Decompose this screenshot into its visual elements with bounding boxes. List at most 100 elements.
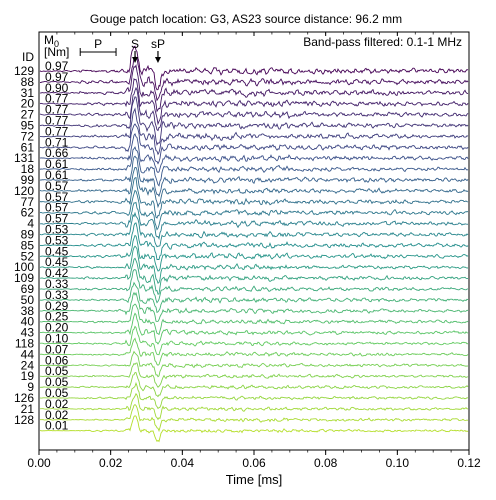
traces-layer	[39, 45, 469, 443]
trace-id-label: 129	[14, 64, 34, 78]
waveform-trace	[39, 269, 469, 304]
p-marker-label: P	[94, 37, 102, 51]
trace-m0-label: 0.77	[45, 114, 69, 128]
trace-m0-label: 0.66	[45, 146, 69, 160]
waveform-trace	[39, 64, 469, 113]
m0-unit-header: [Nm]	[44, 45, 69, 59]
trace-m0-label: 0.77	[45, 124, 69, 138]
waveform-trace	[39, 312, 469, 345]
trace-m0-label: 0.20	[45, 321, 69, 335]
trace-m0-label: 0.01	[45, 419, 69, 433]
m0-header: M0	[44, 33, 59, 49]
waveform-trace	[39, 123, 469, 165]
trace-m0-label: 0.77	[45, 103, 69, 117]
waveform-trace	[39, 281, 469, 314]
x-tick-label: 0.04	[171, 456, 195, 470]
waveform-trace	[39, 96, 469, 146]
trace-id-label: 100	[14, 260, 34, 274]
trace-id-label: 118	[15, 337, 34, 351]
id-column-header: ID	[22, 50, 34, 64]
x-tick-label: 0.00	[27, 456, 51, 470]
trace-id-label: 40	[21, 315, 35, 329]
trace-id-label: 50	[21, 293, 35, 307]
trace-m0-label: 0.97	[45, 59, 69, 73]
trace-m0-label: 0.33	[45, 288, 69, 302]
trace-m0-label: 0.29	[45, 299, 69, 313]
waveform-trace	[39, 392, 469, 421]
trace-m0-label: 0.05	[45, 375, 69, 389]
waveform-trace	[39, 78, 469, 126]
trace-m0-label: 0.25	[45, 310, 69, 324]
trace-id-label: 20	[21, 97, 35, 111]
trace-m0-label: 0.97	[45, 70, 69, 84]
trace-m0-label: 0.53	[45, 223, 69, 237]
trace-id-label: 77	[21, 195, 35, 209]
trace-m0-label: 0.45	[45, 255, 69, 269]
phase-marker-label: S	[131, 37, 139, 51]
trace-id-label: 27	[21, 108, 35, 122]
waveform-trace	[39, 234, 469, 272]
x-tick-label: 0.12	[457, 456, 481, 470]
trace-id-label: 38	[21, 304, 35, 318]
trace-id-label: 95	[21, 119, 35, 133]
trace-id-label: 131	[14, 151, 34, 165]
waveform-trace	[39, 372, 469, 398]
trace-m0-label: 0.42	[45, 266, 69, 280]
x-axis-label: Time [ms]	[226, 472, 283, 487]
phase-marker-label: sP	[151, 37, 165, 51]
phase-arrow-head	[132, 57, 139, 63]
trace-m0-label: 0.57	[45, 201, 69, 215]
trace-id-label: 24	[21, 358, 35, 372]
x-axis: 0.00 0.02 0.04 0.06 0.08 0.10 0.12	[27, 32, 481, 470]
waveform-trace	[39, 381, 469, 410]
waveform-trace	[39, 325, 469, 356]
trace-m0-label: 0.57	[45, 179, 69, 193]
trace-id-label: 85	[21, 238, 35, 252]
waveform-trace	[39, 362, 469, 388]
trace-m0-label: 0.71	[45, 135, 69, 149]
trace-m0-label: 0.90	[45, 81, 69, 95]
waveform-trace	[39, 133, 469, 173]
trace-id-label: 31	[21, 86, 35, 100]
trace-m0-label: 0.05	[45, 386, 69, 400]
trace-id-label: 109	[14, 271, 34, 285]
trace-m0-label: 0.02	[45, 397, 69, 411]
trace-id-label: 43	[21, 326, 35, 340]
waveform-trace	[39, 177, 469, 219]
trace-id-label: 69	[21, 282, 35, 296]
waveform-trace	[39, 257, 469, 295]
x-tick-label: 0.06	[242, 456, 266, 470]
trace-id-label: 9	[27, 380, 34, 394]
waveform-trace	[39, 107, 469, 156]
trace-m0-label: 0.06	[45, 353, 69, 367]
trace-id-label: 61	[21, 140, 35, 154]
waveform-trace	[39, 337, 469, 366]
trace-id-label: 99	[21, 173, 35, 187]
trace-id-label: 89	[21, 228, 35, 242]
waveform-trace	[39, 403, 469, 433]
waveform-trace	[40, 201, 469, 240]
waveform-trace	[39, 291, 469, 322]
trace-m0-label: 0.61	[45, 168, 69, 182]
x-tick-label: 0.08	[314, 456, 338, 470]
waveform-trace	[39, 350, 469, 378]
bandpass-annotation: Band-pass filtered: 0.1-1 MHz	[303, 35, 462, 49]
trace-m0-label: 0.07	[45, 342, 69, 356]
chart-title: Gouge patch location: G3, AS23 source di…	[90, 12, 402, 26]
x-tick-label: 0.10	[386, 456, 410, 470]
trace-m0-label: 0.05	[45, 364, 69, 378]
waveform-trace	[39, 189, 469, 231]
waveform-trace	[39, 211, 469, 248]
waveform-trace	[39, 56, 469, 102]
trace-id-label: 52	[21, 249, 35, 263]
trace-m0-label: 0.02	[45, 408, 69, 422]
trace-labels: 129 0.97 88 0.97 31 0.90 20 0.77 27 0.77 95 0.77 72 0…	[14, 59, 69, 433]
trace-m0-label: 0.57	[45, 212, 69, 226]
m0-header-symbol: M	[44, 33, 54, 47]
trace-id-label: 21	[21, 402, 35, 416]
trace-id-label: 72	[21, 129, 35, 143]
trace-id-label: 44	[21, 347, 35, 361]
trace-id-label: 19	[21, 369, 35, 383]
trace-id-label: 62	[21, 206, 35, 220]
